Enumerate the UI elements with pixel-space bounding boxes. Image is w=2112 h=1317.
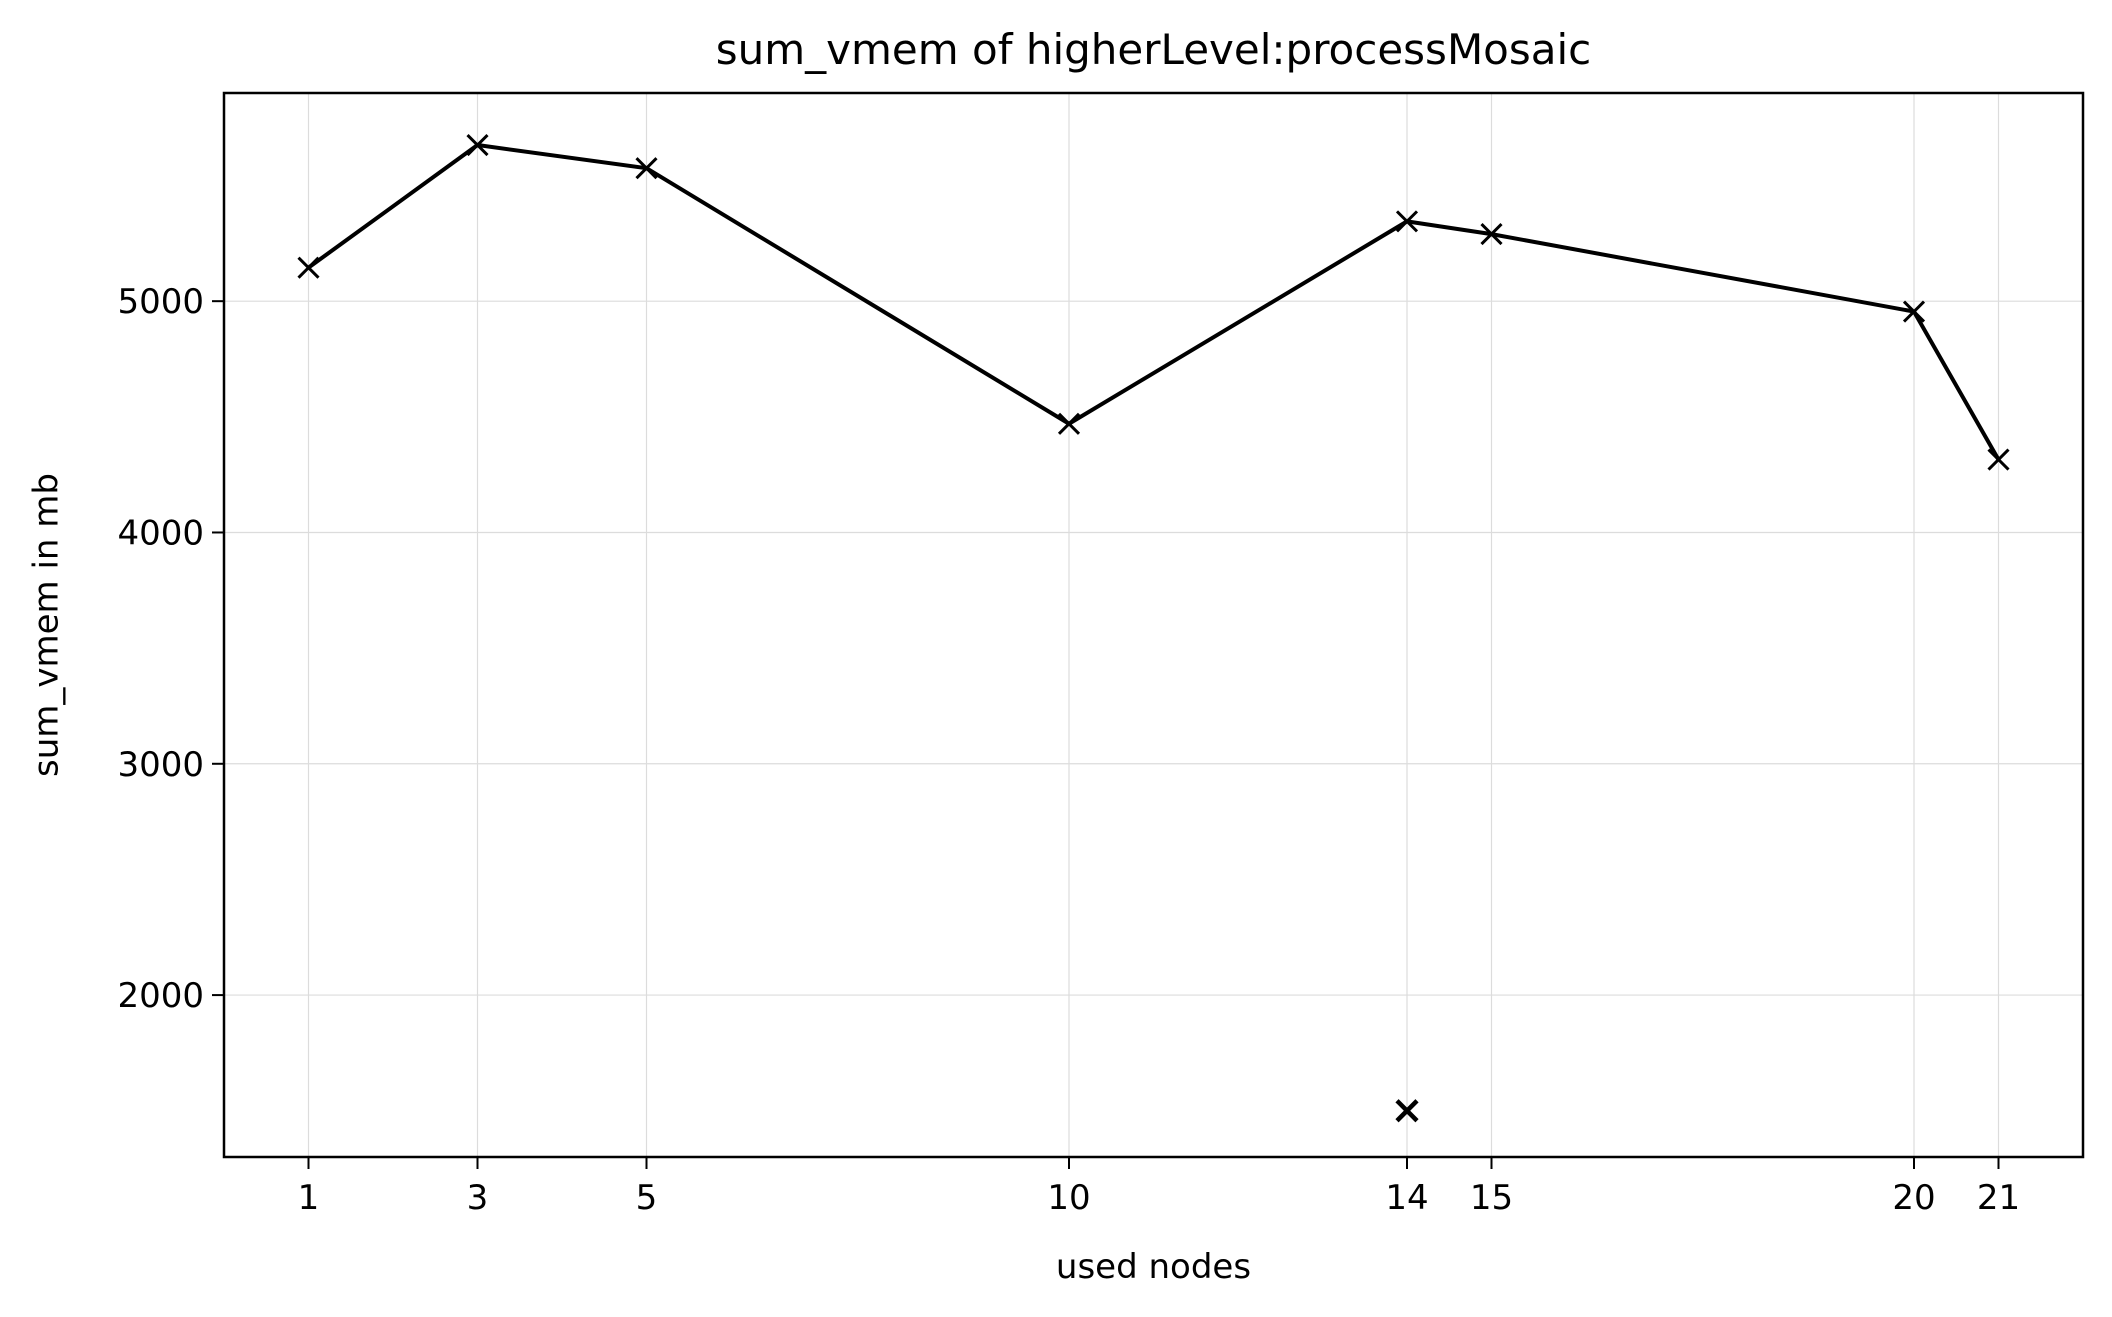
series-layer <box>297 133 2010 1123</box>
marker-stroke <box>297 256 320 279</box>
data-point <box>1902 300 1926 323</box>
axis-ticks: 1 3 5 10 14 15 20 21 2000 3000 4000 5000 <box>117 282 2020 1218</box>
outlier-point <box>1395 1099 1419 1123</box>
marker-stroke <box>1987 448 2010 471</box>
x-axis-label: used nodes <box>1056 1247 1251 1287</box>
data-point <box>1987 448 2010 471</box>
marker-stroke <box>1395 1099 1419 1123</box>
marker-stroke <box>1902 300 1926 323</box>
y-tick-label: 4000 <box>117 513 204 553</box>
y-tick-label: 3000 <box>117 745 204 785</box>
marker-stroke <box>1395 210 1419 233</box>
grid-lines <box>224 93 2083 1157</box>
plot-frame <box>222 91 2085 1159</box>
x-tick-label: 21 <box>1977 1178 2020 1218</box>
x-tick-label: 15 <box>1470 1178 1513 1218</box>
data-point <box>1057 412 1081 435</box>
data-point <box>635 157 658 180</box>
chart-title: sum_vmem of higherLevel:processMosaic <box>716 25 1592 74</box>
marker-stroke <box>1057 412 1081 435</box>
x-tick-label: 3 <box>467 1178 489 1218</box>
data-point <box>466 133 489 157</box>
y-tick-label: 5000 <box>117 282 204 322</box>
data-point <box>297 256 320 279</box>
data-point <box>1480 223 1503 246</box>
x-tick-label: 1 <box>298 1178 320 1218</box>
x-tick-label: 5 <box>636 1178 658 1218</box>
marker-stroke <box>466 133 489 157</box>
y-tick-label: 2000 <box>117 976 204 1016</box>
marker-stroke <box>635 157 658 180</box>
y-axis-label: sum_vmem in mb <box>27 473 67 777</box>
series-line <box>307 143 2001 461</box>
data-point <box>1395 210 1419 233</box>
marker-stroke <box>1480 223 1503 246</box>
x-tick-label: 14 <box>1385 1178 1428 1218</box>
x-tick-label: 20 <box>1892 1178 1935 1218</box>
x-tick-label: 10 <box>1047 1178 1090 1218</box>
